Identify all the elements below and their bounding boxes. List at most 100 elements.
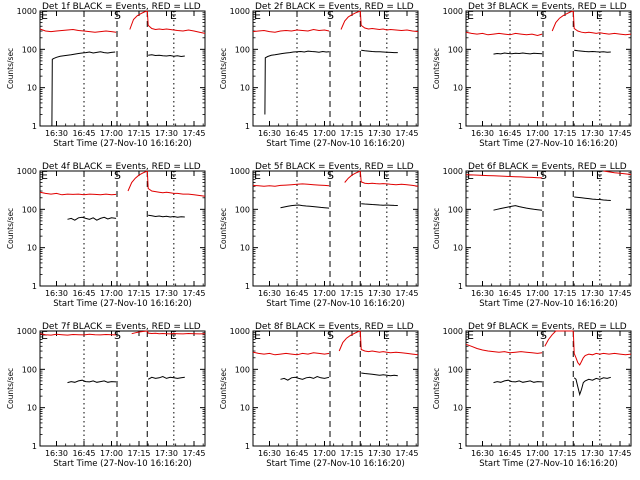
- x-axis-label: Start Time (27-Nov-10 16:16:20): [266, 299, 405, 309]
- x-tick-label: 17:15: [340, 289, 363, 298]
- x-tick-label: 16:45: [72, 129, 95, 138]
- x-tick-label: 17:30: [368, 129, 391, 138]
- marker-label-start: E: [467, 169, 474, 182]
- x-tick-label: 17:30: [368, 289, 391, 298]
- x-tick-label: 16:45: [72, 289, 95, 298]
- detector-panel-6: Det 6f BLACK = Events, RED = LLD 1 10 100 10…: [432, 162, 632, 309]
- x-tick-label: 17:15: [127, 289, 150, 298]
- y-tick-label: 10: [27, 404, 37, 413]
- x-axis-label: Start Time (27-Nov-10 16:16:20): [266, 139, 405, 149]
- lld-series-line: [127, 170, 148, 192]
- lld-series-line: [252, 183, 330, 187]
- x-axis-label: Start Time (27-Nov-10 16:16:20): [53, 459, 192, 469]
- panel-title: Det 9f BLACK = Events, RED = LLD: [468, 322, 627, 332]
- lld-series-line: [551, 10, 574, 32]
- x-tick-label: 16:45: [285, 129, 308, 138]
- y-tick-label: 10: [453, 84, 463, 93]
- plot-frame: [252, 170, 419, 287]
- events-series-line: [264, 50, 330, 115]
- y-tick-label: 100: [235, 365, 250, 374]
- y-tick-label: 100: [235, 205, 250, 214]
- marker-label-start: E: [41, 9, 48, 22]
- events-series-line: [573, 376, 611, 397]
- events-series-line: [361, 203, 398, 206]
- y-tick-label: 1: [32, 282, 37, 291]
- y-axis-label: Counts/sec: [6, 368, 15, 409]
- events-series-line: [493, 205, 543, 211]
- lld-series-line: [603, 170, 632, 175]
- lld-series-line: [465, 343, 543, 354]
- lld-series-line: [39, 191, 117, 196]
- x-tick-label: 17:45: [182, 289, 205, 298]
- lld-series-line: [146, 330, 206, 335]
- marker-label-end: E: [170, 329, 177, 342]
- events-series-line: [67, 216, 117, 221]
- lld-series-line: [146, 170, 206, 197]
- plot-frame: [465, 170, 632, 287]
- panel-title: Det 4f BLACK = Events, RED = LLD: [42, 162, 201, 172]
- x-tick-label: 17:45: [395, 289, 418, 298]
- marker-label-saa: S: [540, 329, 547, 342]
- events-series-line: [493, 379, 543, 384]
- x-tick-label: 16:30: [258, 289, 281, 298]
- x-tick-label: 17:00: [526, 129, 549, 138]
- lld-series-line: [129, 10, 148, 30]
- lld-series-line: [544, 330, 574, 347]
- marker-label-start: E: [41, 169, 48, 182]
- marker-label-saa: S: [540, 9, 547, 22]
- y-axis-label: Counts/sec: [432, 208, 441, 249]
- lld-series-line: [39, 333, 117, 336]
- x-tick-label: 17:30: [581, 449, 604, 458]
- x-tick-label: 17:00: [313, 129, 336, 138]
- y-axis-label: Counts/sec: [6, 48, 15, 89]
- y-axis-label: Counts/sec: [219, 208, 228, 249]
- y-tick-label: 1: [245, 282, 250, 291]
- lld-series-line: [572, 330, 632, 366]
- plot-frame: [39, 10, 206, 127]
- panel-title: Det 2f BLACK = Events, RED = LLD: [255, 2, 414, 12]
- plot-frame: [252, 10, 419, 127]
- x-tick-label: 16:30: [471, 129, 494, 138]
- detector-panel-9: Det 9f BLACK = Events, RED = LLD 1 10 100 10…: [432, 322, 632, 469]
- x-tick-label: 17:45: [182, 129, 205, 138]
- panel-title: Det 3f BLACK = Events, RED = LLD: [468, 2, 627, 12]
- events-series-line: [280, 204, 330, 209]
- y-tick-label: 1000: [17, 167, 37, 176]
- y-tick-label: 1000: [230, 327, 250, 336]
- marker-label-start: E: [467, 329, 474, 342]
- x-tick-label: 17:30: [155, 129, 178, 138]
- x-tick-label: 17:15: [553, 289, 576, 298]
- marker-label-end: E: [596, 9, 603, 22]
- events-series-line: [148, 54, 185, 58]
- marker-label-end: E: [170, 169, 177, 182]
- y-tick-label: 1: [458, 282, 463, 291]
- x-tick-label: 16:45: [498, 289, 521, 298]
- y-tick-label: 100: [448, 365, 463, 374]
- y-tick-label: 1: [245, 442, 250, 451]
- x-tick-label: 16:30: [45, 289, 68, 298]
- y-tick-label: 1000: [443, 327, 463, 336]
- marker-label-end: E: [596, 329, 603, 342]
- events-series-line: [361, 372, 398, 377]
- events-series-line: [67, 379, 117, 384]
- y-tick-label: 1: [458, 442, 463, 451]
- lld-series-line: [344, 170, 361, 183]
- y-tick-label: 1: [458, 122, 463, 131]
- x-tick-label: 16:45: [498, 449, 521, 458]
- marker-label-start: E: [467, 9, 474, 22]
- lld-series-line: [572, 10, 632, 36]
- lld-series-line: [359, 10, 419, 33]
- x-tick-label: 17:45: [608, 449, 631, 458]
- x-tick-label: 17:00: [100, 449, 123, 458]
- marker-label-end: E: [596, 169, 603, 182]
- y-tick-label: 1000: [230, 167, 250, 176]
- x-tick-label: 16:30: [45, 129, 68, 138]
- x-tick-label: 16:45: [498, 129, 521, 138]
- lld-series-line: [39, 28, 117, 33]
- lld-series-line: [465, 31, 543, 37]
- detector-panel-4: Det 4f BLACK = Events, RED = LLD 1 10 100 10…: [6, 162, 206, 309]
- events-series-line: [51, 51, 116, 127]
- x-tick-label: 17:45: [395, 449, 418, 458]
- x-tick-label: 16:30: [471, 289, 494, 298]
- x-axis-label: Start Time (27-Nov-10 16:16:20): [479, 459, 618, 469]
